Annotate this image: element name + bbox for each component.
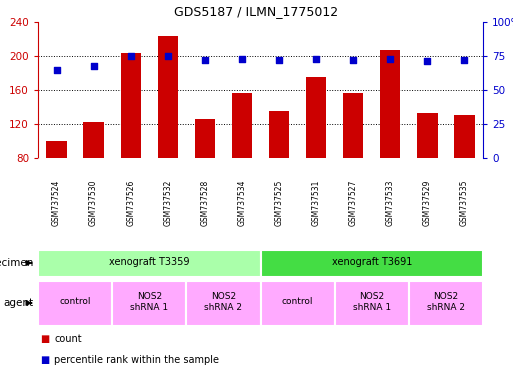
Text: ■: ■: [40, 334, 49, 344]
Text: GSM737524: GSM737524: [52, 180, 61, 226]
Point: [275, 57, 283, 63]
Bar: [46, 141, 67, 158]
Point: [312, 56, 320, 62]
Point: [423, 58, 431, 65]
Text: GSM737528: GSM737528: [201, 180, 209, 226]
Point: [52, 66, 61, 73]
Text: NOS2
shRNA 2: NOS2 shRNA 2: [204, 292, 243, 312]
Text: GSM737535: GSM737535: [460, 180, 469, 226]
Text: count: count: [54, 334, 82, 344]
Text: NOS2
shRNA 2: NOS2 shRNA 2: [427, 292, 465, 312]
Text: GSM737534: GSM737534: [238, 180, 246, 226]
Bar: [157, 36, 178, 158]
Text: percentile rank within the sample: percentile rank within the sample: [54, 355, 220, 365]
Point: [201, 57, 209, 63]
Text: ■: ■: [40, 355, 49, 365]
Text: GSM737533: GSM737533: [386, 180, 395, 226]
Bar: [306, 77, 326, 158]
Bar: [121, 53, 141, 158]
Text: agent: agent: [4, 298, 34, 308]
Text: GDS5187 / ILMN_1775012: GDS5187 / ILMN_1775012: [174, 5, 339, 18]
Bar: [454, 116, 475, 158]
Point: [127, 53, 135, 59]
Text: specimen: specimen: [0, 258, 34, 268]
Text: GSM737530: GSM737530: [89, 180, 98, 226]
Text: GSM737531: GSM737531: [311, 180, 321, 226]
Text: xenograft T3691: xenograft T3691: [331, 257, 412, 267]
Text: xenograft T3359: xenograft T3359: [109, 257, 189, 267]
Bar: [334, 280, 409, 326]
Bar: [380, 50, 401, 158]
Bar: [269, 111, 289, 158]
Bar: [261, 280, 334, 326]
Point: [349, 57, 358, 63]
Bar: [84, 122, 104, 158]
Text: GSM737529: GSM737529: [423, 180, 432, 226]
Point: [164, 53, 172, 59]
Text: control: control: [282, 298, 313, 306]
Point: [386, 56, 394, 62]
Text: GSM737526: GSM737526: [126, 180, 135, 226]
Bar: [112, 280, 186, 326]
Point: [460, 57, 468, 63]
Bar: [38, 280, 112, 326]
Text: GSM737527: GSM737527: [349, 180, 358, 226]
Text: GSM737525: GSM737525: [274, 180, 284, 226]
Bar: [38, 250, 261, 276]
Text: NOS2
shRNA 1: NOS2 shRNA 1: [130, 292, 168, 312]
Text: GSM737532: GSM737532: [163, 180, 172, 226]
Bar: [261, 250, 483, 276]
Bar: [343, 93, 363, 158]
Point: [90, 63, 98, 69]
Bar: [417, 113, 438, 158]
Text: NOS2
shRNA 1: NOS2 shRNA 1: [352, 292, 391, 312]
Bar: [186, 280, 261, 326]
Bar: [232, 93, 252, 158]
Text: control: control: [60, 298, 91, 306]
Bar: [194, 119, 215, 158]
Point: [238, 56, 246, 62]
Bar: [409, 280, 483, 326]
